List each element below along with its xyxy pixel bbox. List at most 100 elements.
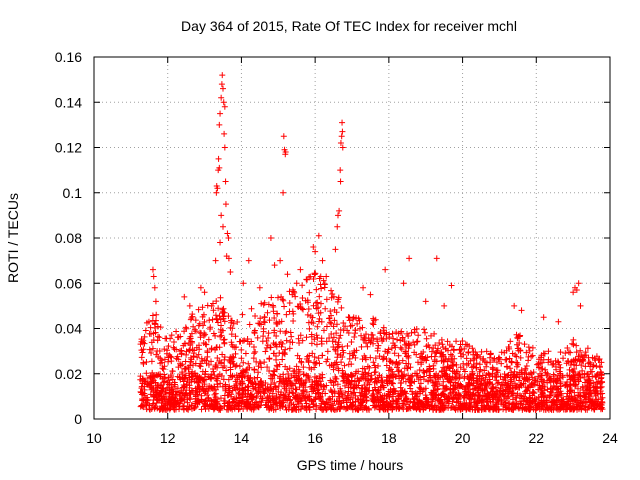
data-point: [513, 341, 520, 348]
data-point: [428, 376, 435, 383]
data-point: [579, 367, 586, 374]
data-point: [592, 357, 599, 364]
data-point: [161, 346, 168, 353]
data-point: [299, 295, 306, 302]
data-point: [209, 316, 216, 323]
data-point: [560, 399, 567, 406]
data-point: [280, 133, 287, 140]
data-point: [507, 378, 514, 385]
data-point: [395, 393, 402, 400]
data-point: [494, 369, 501, 376]
data-point: [232, 333, 239, 340]
data-point: [545, 359, 552, 366]
data-point: [342, 389, 349, 396]
data-point: [279, 340, 286, 347]
data-point: [335, 389, 342, 396]
data-point: [251, 350, 258, 357]
data-point: [513, 371, 520, 378]
data-point: [331, 306, 338, 313]
data-point: [151, 393, 158, 400]
data-point: [218, 332, 225, 339]
axis-ticks: 10 12 14 16 18 20 22 24 0 0.02 0.04 0.06 0.08 0.1 0.12…: [55, 49, 618, 446]
data-point: [194, 397, 201, 404]
data-point: [580, 387, 587, 394]
data-point: [328, 331, 335, 338]
x-tick-label: 22: [528, 430, 544, 446]
data-point: [409, 391, 416, 398]
data-point: [155, 371, 162, 378]
data-point: [537, 374, 544, 381]
data-point: [514, 383, 521, 390]
data-point: [571, 375, 578, 382]
data-point: [395, 368, 402, 375]
data-point: [448, 343, 455, 350]
data-point: [222, 178, 229, 185]
data-point: [248, 305, 255, 312]
data-point: [297, 380, 304, 387]
data-point: [330, 402, 337, 409]
data-point: [255, 320, 262, 327]
data-point: [153, 311, 160, 318]
data-point: [242, 369, 249, 376]
data-point: [310, 276, 317, 283]
data-point: [469, 345, 476, 352]
data-point: [258, 321, 265, 328]
data-point: [420, 373, 427, 380]
data-point: [257, 360, 264, 367]
data-point: [233, 381, 240, 388]
data-point: [285, 371, 292, 378]
data-point: [529, 344, 536, 351]
data-point: [201, 318, 208, 325]
data-point: [507, 365, 514, 372]
data-point: [220, 223, 226, 230]
data-point: [266, 317, 273, 324]
data-point: [270, 371, 277, 378]
data-point: [570, 357, 577, 364]
data-point: [489, 373, 496, 380]
data-point: [222, 387, 229, 394]
data-point: [340, 319, 347, 326]
data-point: [286, 300, 293, 307]
data-point: [334, 354, 341, 361]
data-point: [142, 327, 149, 334]
data-point: [293, 363, 300, 370]
data-point: [512, 352, 519, 359]
data-point: [465, 379, 472, 386]
data-point: [510, 374, 517, 381]
data-point: [552, 363, 559, 370]
data-point: [272, 406, 279, 413]
data-point: [324, 348, 331, 355]
data-point: [280, 297, 287, 304]
data-point: [305, 359, 312, 366]
data-point: [167, 372, 174, 379]
data-point: [526, 394, 533, 401]
data-point: [390, 393, 397, 400]
x-tick-label: 16: [307, 430, 323, 446]
data-point: [416, 367, 423, 374]
data-point: [414, 338, 421, 345]
data-point: [251, 375, 258, 382]
data-point: [216, 121, 223, 128]
data-point: [469, 382, 476, 389]
data-point: [577, 375, 584, 382]
data-point: [361, 382, 368, 389]
data-point: [150, 337, 157, 344]
data-point: [382, 266, 389, 273]
data-point: [176, 374, 183, 381]
data-point: [573, 362, 580, 369]
data-point: [216, 371, 223, 378]
data-point: [140, 360, 147, 367]
data-point: [417, 380, 424, 387]
data-point: [495, 393, 502, 400]
data-point: [174, 385, 181, 392]
data-point: [225, 313, 232, 320]
data-point: [459, 338, 466, 345]
data-point: [529, 352, 536, 359]
data-point: [481, 367, 488, 374]
data-point: [199, 304, 206, 311]
y-axis-label: ROTI / TECUs: [5, 193, 21, 283]
data-point: [298, 305, 305, 312]
data-point: [281, 385, 288, 392]
data-point: [470, 399, 477, 406]
data-point: [504, 364, 511, 371]
